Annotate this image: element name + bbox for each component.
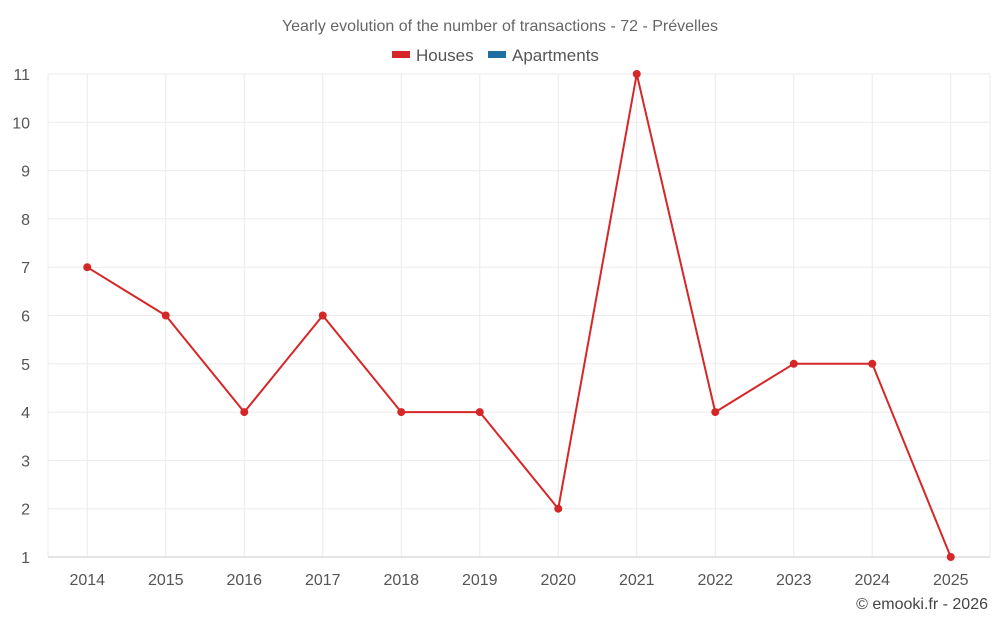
credit-text: © emooki.fr - 2026 <box>856 596 988 613</box>
y-tick-label: 10 <box>12 115 30 132</box>
y-tick-label: 7 <box>21 260 30 277</box>
x-tick-label: 2020 <box>540 572 576 589</box>
x-tick-label: 2017 <box>305 572 341 589</box>
y-tick-label: 1 <box>21 550 30 567</box>
data-point-houses-2018[interactable] <box>397 408 406 417</box>
y-axis-ticks: 1 2 3 4 5 6 7 8 9 10 11 <box>12 67 30 567</box>
y-tick-label: 6 <box>21 309 30 326</box>
x-tick-label: 2015 <box>148 572 184 589</box>
y-tick-label: 2 <box>21 502 30 519</box>
y-tick-label: 8 <box>21 212 30 229</box>
data-point-houses-2024[interactable] <box>868 359 877 368</box>
y-tick-label: 3 <box>21 453 30 470</box>
data-point-houses-2022[interactable] <box>711 408 720 417</box>
series-houses <box>83 70 955 561</box>
data-point-houses-2015[interactable] <box>161 311 170 320</box>
y-tick-label: 9 <box>21 164 30 181</box>
x-tick-label: 2021 <box>619 572 655 589</box>
y-tick-label: 4 <box>21 405 30 422</box>
x-axis-ticks: 2014 2015 2016 2017 2018 2019 2020 2021 2022 2023… <box>69 572 968 589</box>
data-point-houses-2020[interactable] <box>554 504 563 513</box>
data-point-houses-2023[interactable] <box>789 359 798 368</box>
x-tick-label: 2016 <box>226 572 262 589</box>
legend-item-houses[interactable]: Houses <box>392 46 474 65</box>
legend-swatch-apartments <box>488 51 506 58</box>
x-tick-label: 2025 <box>933 572 969 589</box>
data-point-houses-2019[interactable] <box>475 408 484 417</box>
x-tick-label: 2024 <box>854 572 890 589</box>
gridlines <box>47 73 991 558</box>
y-tick-label: 11 <box>13 67 30 84</box>
series-line-houses <box>86 73 952 558</box>
y-tick-label: 5 <box>21 357 30 374</box>
x-tick-label: 2014 <box>69 572 105 589</box>
data-point-houses-2025[interactable] <box>946 553 955 561</box>
legend-item-apartments[interactable]: Apartments <box>488 46 599 65</box>
data-point-houses-2017[interactable] <box>318 311 327 320</box>
data-point-houses-2014[interactable] <box>83 263 92 272</box>
data-point-houses-2021[interactable] <box>632 70 641 78</box>
legend-label-apartments: Apartments <box>512 46 599 65</box>
legend-swatch-houses <box>392 51 410 58</box>
x-tick-label: 2022 <box>697 572 733 589</box>
legend-label-houses: Houses <box>416 46 474 65</box>
x-tick-label: 2018 <box>383 572 419 589</box>
x-tick-label: 2019 <box>462 572 498 589</box>
data-point-houses-2016[interactable] <box>240 408 249 417</box>
chart-title: Yearly evolution of the number of transa… <box>282 18 718 35</box>
legend: Houses Apartments <box>392 46 599 65</box>
x-tick-label: 2023 <box>776 572 812 589</box>
